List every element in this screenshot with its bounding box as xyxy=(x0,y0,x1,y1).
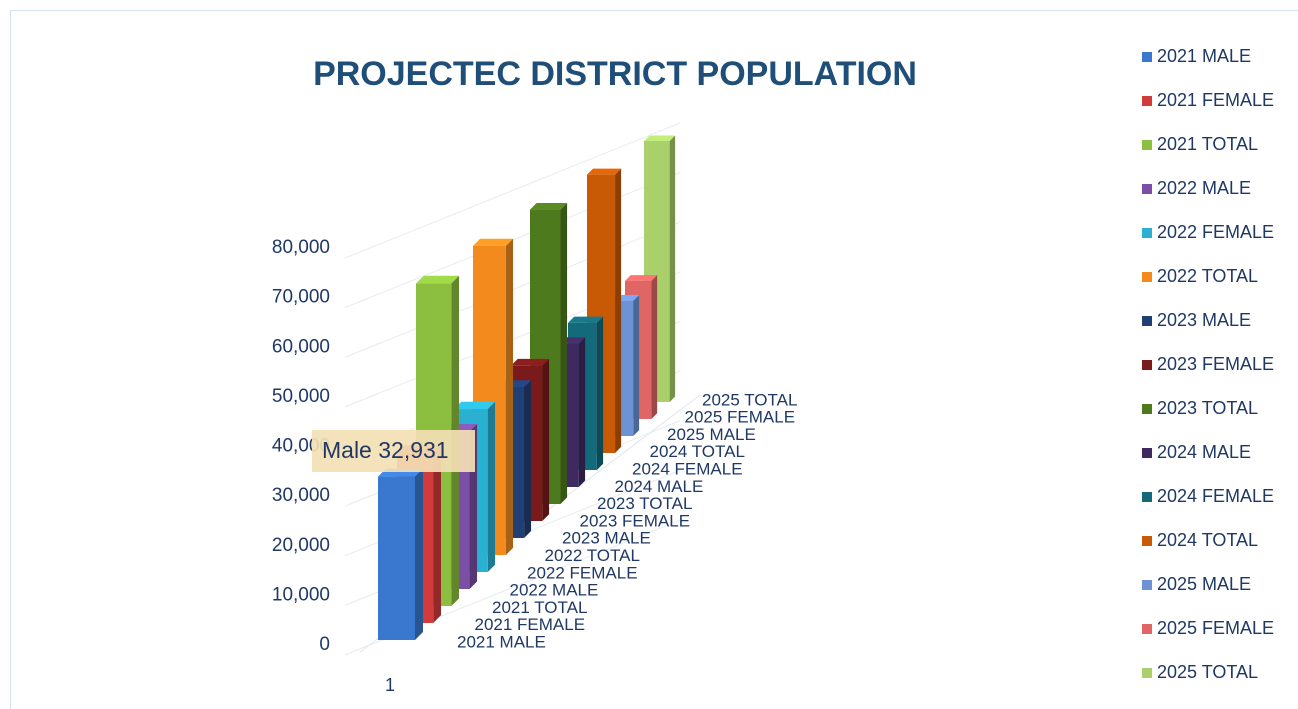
y-tick-label: 80,000 xyxy=(272,237,330,258)
depth-label: 2023 TOTAL xyxy=(597,494,692,513)
bar-side xyxy=(651,275,658,419)
legend-label: 2022 MALE xyxy=(1157,178,1251,198)
bar-side xyxy=(633,294,640,436)
data-label-box xyxy=(312,430,475,472)
legend-swatch xyxy=(1142,580,1152,590)
legend-label: 2024 MALE xyxy=(1157,442,1251,462)
legend-swatch xyxy=(1142,272,1152,282)
legend-swatch xyxy=(1142,52,1152,62)
legend-label: 2023 MALE xyxy=(1157,310,1251,330)
bar-side xyxy=(578,337,586,487)
legend-label: 2022 TOTAL xyxy=(1157,266,1258,286)
legend-label: 2023 FEMALE xyxy=(1157,354,1274,374)
legend-swatch xyxy=(1142,624,1152,634)
bar-side xyxy=(596,316,604,470)
depth-label: 2024 MALE xyxy=(615,477,704,496)
depth-label: 2021 TOTAL xyxy=(492,598,587,617)
legend-swatch xyxy=(1142,492,1152,502)
depth-label: 2023 MALE xyxy=(562,529,651,548)
legend-label: 2024 FEMALE xyxy=(1157,486,1274,506)
depth-label: 2022 MALE xyxy=(510,581,599,600)
y-tick-label: 60,000 xyxy=(272,336,330,357)
bar-top xyxy=(454,401,496,410)
legend-swatch xyxy=(1142,404,1152,414)
legend-swatch xyxy=(1142,140,1152,150)
bar-top xyxy=(511,358,550,366)
legend-swatch xyxy=(1142,184,1152,194)
bar-top xyxy=(568,316,604,323)
bar-side xyxy=(615,168,622,453)
bar-top xyxy=(416,275,460,284)
bar-top xyxy=(530,202,568,210)
x-tick-label: 1 xyxy=(385,675,395,695)
y-tick-label: 70,000 xyxy=(272,287,330,308)
bar-top xyxy=(587,168,622,175)
legend-label: 2025 FEMALE xyxy=(1157,618,1274,638)
legend-label: 2021 FEMALE xyxy=(1157,90,1274,110)
legend-label: 2025 TOTAL xyxy=(1157,662,1258,682)
depth-label: 2024 FEMALE xyxy=(632,459,743,478)
depth-label: 2025 TOTAL xyxy=(702,390,797,409)
depth-label: 2025 FEMALE xyxy=(685,408,796,427)
chart-title: PROJECTEC DISTRICT POPULATION xyxy=(313,55,917,93)
y-tick-label: 50,000 xyxy=(272,386,330,407)
y-tick-label: 0 xyxy=(319,634,330,655)
y-tick-label: 20,000 xyxy=(272,535,330,556)
bar-side xyxy=(560,202,568,504)
bar-side xyxy=(487,401,496,572)
depth-label: 2022 FEMALE xyxy=(527,563,638,582)
bar-side xyxy=(542,358,550,521)
legend-swatch xyxy=(1142,96,1152,106)
depth-label: 2023 FEMALE xyxy=(580,511,691,530)
bar-top xyxy=(625,275,658,281)
legend-label: 2021 TOTAL xyxy=(1157,134,1258,154)
legend-swatch xyxy=(1142,536,1152,546)
grid-line xyxy=(344,122,681,259)
legend-swatch xyxy=(1142,360,1152,370)
bar-side xyxy=(505,238,514,555)
legend-label: 2023 TOTAL xyxy=(1157,398,1258,418)
bar-top xyxy=(644,135,676,142)
depth-label: 2021 MALE xyxy=(457,632,546,651)
legend-label: 2021 MALE xyxy=(1157,46,1251,66)
legend-swatch xyxy=(1142,668,1152,678)
bar xyxy=(378,476,415,640)
bar-side xyxy=(415,468,423,640)
bar-top xyxy=(473,238,514,246)
data-label: Male 32,931 xyxy=(322,437,449,463)
legend-label: 2022 FEMALE xyxy=(1157,222,1274,242)
depth-label: 2022 TOTAL xyxy=(545,546,640,565)
bar-side xyxy=(433,445,442,623)
legend-label: 2025 MALE xyxy=(1157,574,1251,594)
legend-label: 2024 TOTAL xyxy=(1157,530,1258,550)
y-tick-label: 30,000 xyxy=(272,485,330,506)
legend-swatch xyxy=(1142,228,1152,238)
depth-label: 2021 FEMALE xyxy=(475,615,586,634)
legend-swatch xyxy=(1142,448,1152,458)
legend-swatch xyxy=(1142,316,1152,326)
depth-label: 2024 TOTAL xyxy=(650,442,745,461)
bar-side xyxy=(669,135,676,402)
y-tick-label: 10,000 xyxy=(272,584,330,605)
bar-side xyxy=(524,380,532,538)
depth-label: 2025 MALE xyxy=(667,425,756,444)
